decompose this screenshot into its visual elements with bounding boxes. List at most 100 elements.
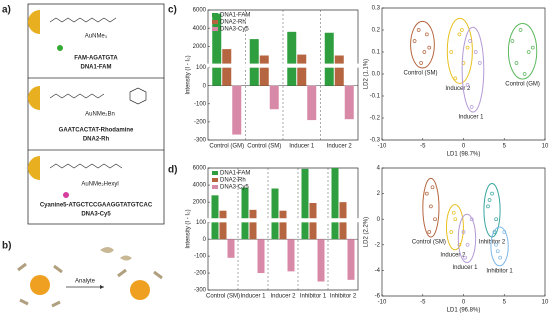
gold-np (28, 156, 40, 180)
bar (232, 85, 242, 135)
bar (241, 187, 249, 220)
point (502, 230, 507, 234)
bar (249, 39, 259, 65)
sequence: GAATCACTAT-Rhodamine (59, 128, 134, 134)
point (486, 204, 490, 209)
point (461, 230, 466, 234)
y-tick-label: 0.2 (372, 28, 381, 34)
bar (334, 67, 344, 86)
y-tick-label: 2000 (193, 200, 207, 206)
bar (324, 67, 334, 86)
y-tick-label: -6 (375, 294, 381, 300)
point (433, 217, 437, 222)
confidence-ellipse (507, 23, 538, 80)
x-tick-label: 10 (542, 144, 549, 150)
bar (211, 222, 219, 240)
x-axis-label: LD1 (98.7%) (447, 152, 481, 158)
point (522, 72, 527, 76)
point (465, 83, 470, 87)
x-tick-label: -5 (420, 144, 426, 150)
x-axis-label: LD1 (96.8%) (447, 308, 481, 314)
group-label: Control (GM) (505, 82, 540, 88)
point (514, 61, 519, 65)
legend-label: DNA1-FAM (220, 13, 250, 19)
bar (331, 222, 339, 240)
y-tick-label: -300 (194, 138, 207, 144)
bar (324, 32, 334, 65)
axis-break (206, 218, 360, 223)
point (412, 39, 417, 43)
ligand-chain (49, 93, 105, 99)
point (416, 28, 421, 32)
bar (287, 67, 297, 86)
group-label: Control (SM) (403, 71, 437, 77)
panel-b: b) Analyte (2, 241, 163, 308)
y-tick-label: -100 (194, 254, 207, 260)
dye (63, 192, 69, 198)
group-label: Inhibitor 1 (486, 268, 513, 274)
point (530, 45, 535, 50)
x-tick-label: -10 (378, 300, 387, 306)
bar (259, 55, 269, 65)
y-axis-label: Intensity (I - I₀) (186, 55, 192, 94)
bar (307, 85, 317, 121)
x-tick-label: Inducer 2 (327, 144, 353, 150)
bar (309, 203, 317, 220)
bar (287, 31, 297, 65)
bar (339, 222, 347, 240)
x-tick-label: Inhibitor 1 (300, 294, 327, 300)
y-tick-label: 6000 (193, 166, 207, 172)
y-tick-label: 100 (196, 65, 207, 71)
y-tick-label: 4000 (193, 26, 207, 32)
dna-label: DNA3-Cy5 (81, 212, 111, 218)
sequence: FAM-AGATGTA (74, 56, 118, 62)
ligand-label: AuNMe₂Bn (85, 112, 115, 118)
x-tick-label: Control (GM) (209, 144, 244, 150)
bar (211, 195, 219, 220)
point (473, 50, 478, 54)
bar (222, 49, 232, 65)
point (419, 61, 423, 65)
panel-label: b) (2, 241, 11, 252)
point (422, 50, 427, 54)
x-tick-label: Inhibitor 2 (330, 294, 357, 300)
point (487, 198, 492, 202)
confidence-ellipse (410, 20, 435, 69)
x-tick-label: Inducer 1 (240, 294, 266, 300)
bar (227, 239, 235, 258)
point (424, 32, 429, 37)
bar (271, 188, 279, 220)
group-label: Inducer 1 (458, 115, 484, 121)
point (449, 230, 454, 234)
bar (347, 239, 355, 280)
confidence-ellipse (422, 177, 440, 238)
point (465, 242, 470, 247)
y-tick-label: 100 (196, 220, 207, 226)
legend-label: DNA3-Cy5 (220, 27, 249, 33)
y-axis-label: Intensity (I - I₀) (186, 209, 192, 248)
group-label: Inhibitor 2 (479, 240, 506, 246)
panel-label: d) (168, 165, 177, 176)
axis (207, 167, 359, 291)
point (526, 50, 531, 54)
y-tick-label: 4 (377, 166, 381, 172)
group-label: Inducer 2 (440, 252, 466, 258)
point (463, 255, 467, 260)
dna-label: DNA2-Rh (83, 137, 110, 143)
point (468, 39, 472, 43)
y-tick-label: -0.3 (370, 138, 381, 144)
point (451, 210, 456, 215)
y-tick-label: -4 (375, 268, 381, 274)
legend-swatch (212, 185, 218, 189)
confidence-ellipse (490, 226, 509, 267)
ligand-chain (49, 163, 123, 169)
bar (241, 222, 249, 240)
y-tick-label: -0.1 (370, 94, 381, 100)
legend-label: DNA1-FAM (220, 171, 250, 177)
bar (331, 168, 339, 220)
legend-swatch (212, 13, 218, 17)
bar (309, 222, 317, 240)
bar (222, 67, 232, 86)
y-tick-label: -200 (194, 271, 207, 277)
axis (207, 9, 359, 141)
